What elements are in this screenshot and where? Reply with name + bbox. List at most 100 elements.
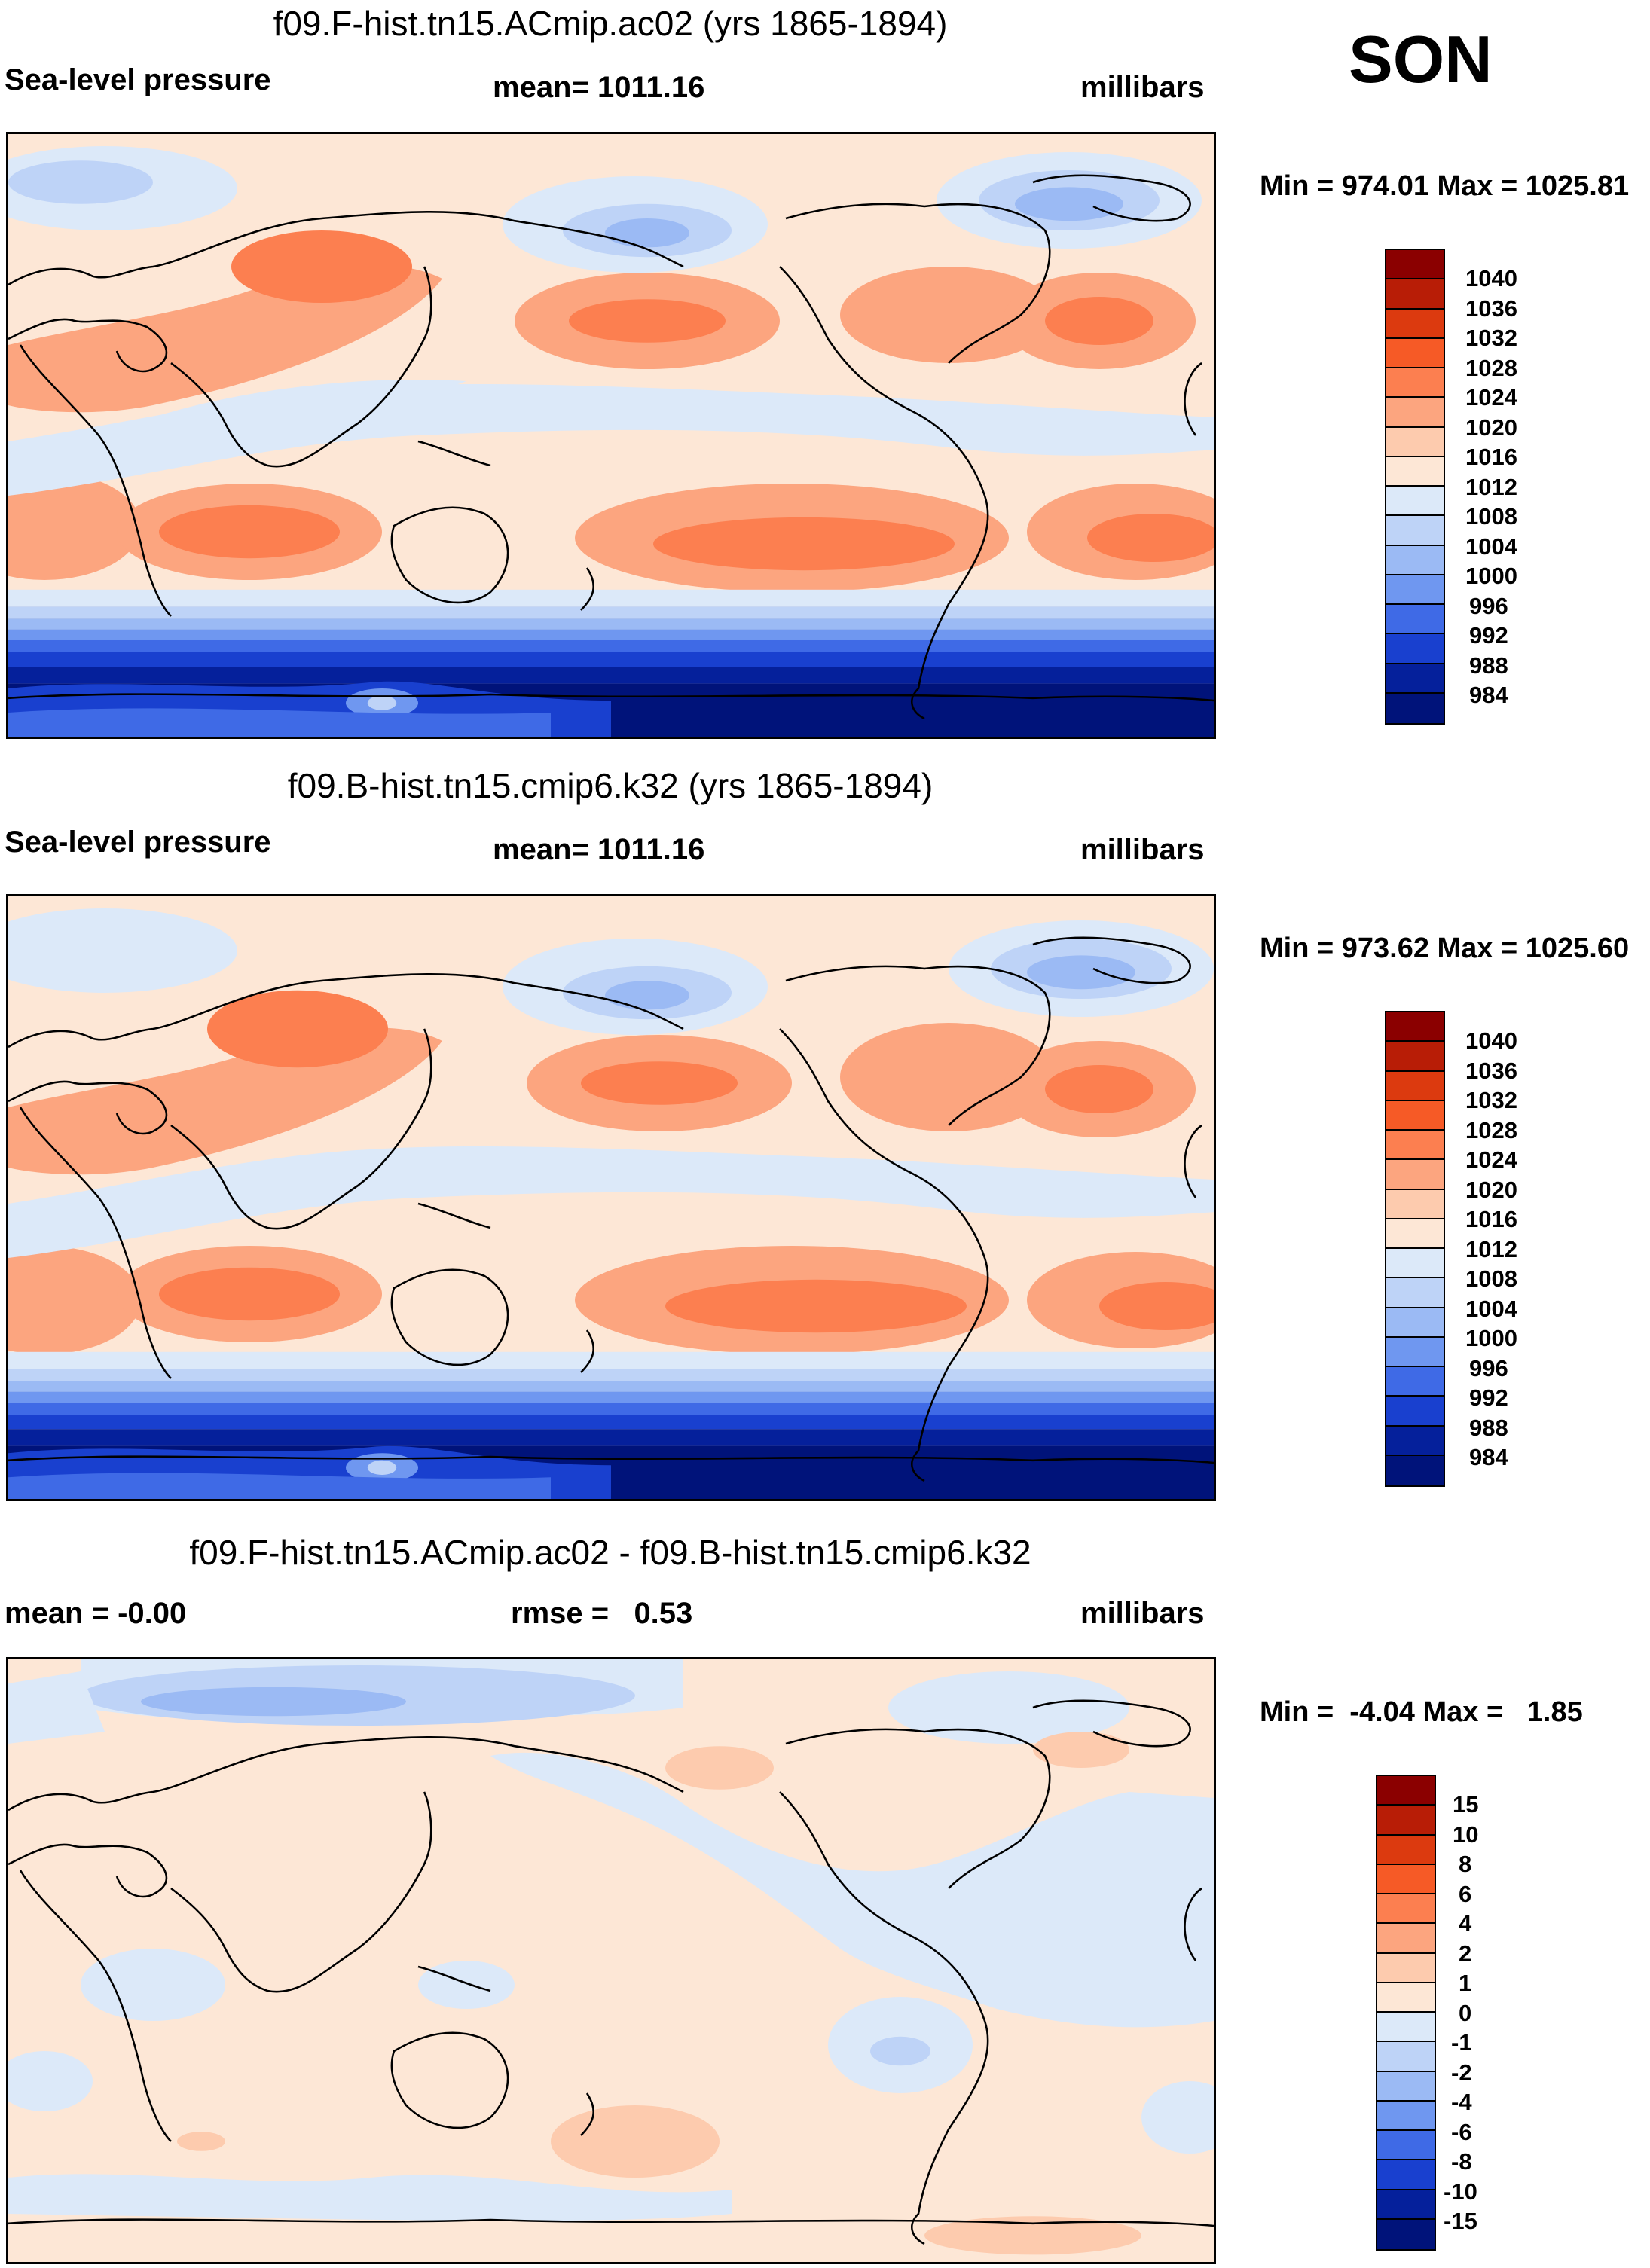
panel2-colorbar-tick: 1004 [1465, 1296, 1517, 1322]
panel1-colorbar [1385, 249, 1445, 725]
panel2-colorbar-tick: 1028 [1465, 1117, 1517, 1143]
panel3-map [6, 1657, 1216, 2264]
panel1-colorbar-tick: 1000 [1465, 563, 1517, 589]
panel3-minmax: Min = -4.04 Max = 1.85 [1260, 1696, 1583, 1728]
panel1-colorbar-tick: 1032 [1465, 325, 1517, 351]
panel2-units-label: millibars [1080, 833, 1205, 866]
panel3-colorbar-tick: -10 [1444, 2178, 1477, 2205]
panel1-colorbar-box [1386, 605, 1444, 635]
panel2-colorbar-tick: 1008 [1465, 1265, 1517, 1292]
panel2-colorbar-tick: 1032 [1465, 1087, 1517, 1113]
panel2-colorbar-box [1386, 1042, 1444, 1072]
panel2-colorbar-box [1386, 1131, 1444, 1161]
panel2-colorbar-box [1386, 1100, 1444, 1131]
panel2-variable-label: Sea-level pressure [5, 826, 271, 859]
panel1-map [6, 132, 1216, 739]
panel1-colorbar-box [1386, 309, 1444, 339]
panel2-colorbar-box [1386, 1160, 1444, 1190]
panel1-title: f09.F-hist.tn15.ACmip.ac02 (yrs 1865-189… [273, 4, 948, 43]
panel1-colorbar-tick: 992 [1469, 622, 1508, 649]
panel1-colorbar-tick: 984 [1469, 682, 1508, 708]
panel1-colorbar-tick: 1004 [1465, 533, 1517, 560]
panel1-colorbar-tick: 988 [1469, 652, 1508, 679]
panel3-mean-label: mean = -0.00 [5, 1597, 187, 1630]
panel3-colorbar-box [1377, 2071, 1435, 2102]
panel2-colorbar-box [1386, 1308, 1444, 1338]
season-label: SON [1349, 22, 1493, 96]
panel1-colorbar-box [1386, 693, 1444, 723]
panel3-colorbar-box [1377, 2160, 1435, 2190]
panel3-colorbar-tick: -6 [1451, 2119, 1472, 2145]
panel1-colorbar-tick: 1028 [1465, 355, 1517, 381]
panel2-colorbar-box [1386, 1249, 1444, 1279]
panel1-colorbar-box [1386, 368, 1444, 398]
panel2-colorbar-box [1386, 1189, 1444, 1219]
panel2-colorbar-box [1386, 1455, 1444, 1485]
panel2-colorbar-tick: 1000 [1465, 1325, 1517, 1351]
panel3-colorbar-tick: 15 [1453, 1791, 1479, 1818]
panel2-title: f09.B-hist.tn15.cmip6.k32 (yrs 1865-1894… [287, 766, 933, 805]
panel2-minmax: Min = 973.62 Max = 1025.60 [1260, 933, 1630, 964]
panel3-colorbar-tick: -2 [1451, 2059, 1472, 2086]
panel2-colorbar-tick: 1012 [1465, 1236, 1517, 1262]
panel3-title: f09.F-hist.tn15.ACmip.ac02 - f09.B-hist.… [189, 1533, 1031, 1572]
panel3-colorbar-tick: 6 [1459, 1881, 1472, 1907]
panel3-colorbar-box [1377, 1894, 1435, 1925]
panel2-colorbar-tick: 1036 [1465, 1058, 1517, 1084]
panel1-colorbar-box [1386, 338, 1444, 368]
panel2-colorbar-tick: 984 [1469, 1444, 1508, 1470]
panel3-colorbar-box [1377, 1924, 1435, 1954]
panel1-colorbar-box [1386, 487, 1444, 517]
panel1-colorbar-box [1386, 516, 1444, 546]
panel2-map [6, 894, 1216, 1501]
panel1-colorbar-box [1386, 250, 1444, 280]
panel2-colorbar-tick: 1040 [1465, 1027, 1517, 1054]
panel1-minmax: Min = 974.01 Max = 1025.81 [1260, 170, 1630, 202]
panel2-map-svg [8, 896, 1214, 1499]
panel1-colorbar-tick: 996 [1469, 593, 1508, 619]
panel3-colorbar-box [1377, 1835, 1435, 1865]
panel1-map-svg [8, 134, 1214, 737]
panel1-colorbar-box [1386, 398, 1444, 428]
panel3-colorbar-box [1377, 2013, 1435, 2043]
panel3-colorbar-tick: -1 [1451, 2029, 1472, 2056]
panel1-colorbar-tick: 1008 [1465, 503, 1517, 530]
panel3-colorbar-tick: -8 [1451, 2148, 1472, 2175]
panel2-colorbar-tick: 992 [1469, 1384, 1508, 1411]
panel3-colorbar-box [1377, 1983, 1435, 2013]
panel2-colorbar-tick: 1016 [1465, 1206, 1517, 1232]
panel3-units-label: millibars [1080, 1597, 1205, 1630]
panel2-colorbar-tick: 996 [1469, 1355, 1508, 1381]
panel1-colorbar-box [1386, 634, 1444, 664]
panel3-colorbar-tick: 0 [1459, 2000, 1472, 2026]
panel3-colorbar-tick: 2 [1459, 1940, 1472, 1967]
panel2-colorbar-box [1386, 1337, 1444, 1367]
panel1-colorbar-tick: 1012 [1465, 474, 1517, 500]
panel3-colorbar-tick: 1 [1459, 1970, 1472, 1996]
panel1-colorbar-box [1386, 427, 1444, 457]
panel1-colorbar-box [1386, 575, 1444, 605]
panel1-variable-label: Sea-level pressure [5, 63, 271, 96]
panel2-mean-label: mean= 1011.16 [493, 833, 705, 866]
panel3-colorbar-tick: 4 [1459, 1910, 1472, 1937]
panel3-colorbar-box [1377, 1953, 1435, 1983]
panel1-colorbar-box [1386, 456, 1444, 487]
panel3-colorbar-box [1377, 2042, 1435, 2072]
panel1-colorbar-box [1386, 545, 1444, 575]
panel3-colorbar-tick: 10 [1453, 1821, 1479, 1848]
panel1-colorbar-box [1386, 279, 1444, 310]
panel2-colorbar-box [1386, 1071, 1444, 1101]
panel3-colorbar-box [1377, 2131, 1435, 2161]
panel2-colorbar-box [1386, 1367, 1444, 1397]
panel2-colorbar [1385, 1011, 1445, 1487]
panel3-rmse-label: rmse = 0.53 [511, 1597, 693, 1630]
panel3-colorbar [1376, 1775, 1436, 2251]
panel1-mean-label: mean= 1011.16 [493, 71, 705, 104]
panel1-colorbar-tick: 1036 [1465, 295, 1517, 322]
panel2-colorbar-tick: 1020 [1465, 1177, 1517, 1203]
panel3-colorbar-tick: -4 [1451, 2089, 1472, 2115]
panel3-colorbar-box [1377, 1806, 1435, 1836]
panel2-colorbar-box [1386, 1426, 1444, 1456]
panel2-colorbar-tick: 988 [1469, 1415, 1508, 1441]
panel1-units-label: millibars [1080, 71, 1205, 104]
